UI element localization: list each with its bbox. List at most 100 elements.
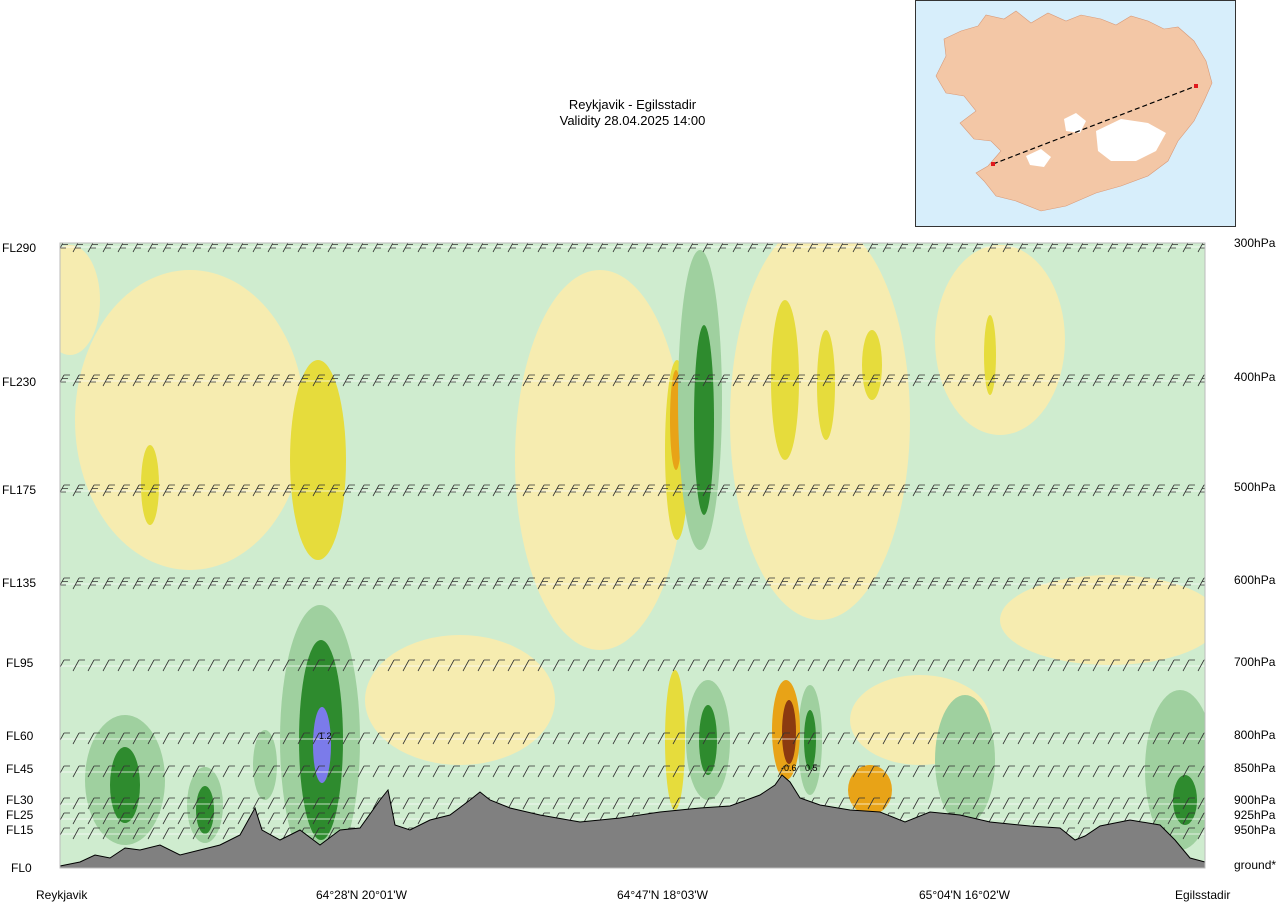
wind-barb	[522, 659, 535, 672]
fl-label: FL290	[2, 241, 36, 255]
wind-barb	[717, 577, 730, 590]
wind-barb	[567, 374, 580, 387]
wind-barb	[1107, 243, 1118, 253]
wind-barb	[237, 732, 250, 745]
wind-barb	[102, 827, 115, 840]
wind-barb	[837, 797, 850, 810]
wind-barb	[1017, 484, 1030, 497]
wind-barb	[582, 659, 595, 672]
wind-barb	[1092, 732, 1105, 745]
wind-barb	[432, 243, 443, 253]
wind-barb	[957, 732, 970, 745]
wind-barb	[102, 765, 115, 778]
wind-barb	[417, 732, 430, 745]
wind-barb	[162, 765, 175, 778]
strong-positive-core	[196, 786, 214, 834]
wind-barb	[387, 577, 400, 590]
wind-barb	[252, 659, 265, 672]
wind-barb	[417, 484, 430, 497]
negative-region	[515, 270, 685, 650]
wind-barb	[1197, 732, 1205, 745]
wind-barb	[492, 484, 505, 497]
wind-barb	[957, 659, 970, 672]
positive-region	[935, 695, 995, 825]
wind-barb	[177, 732, 190, 745]
wind-barb	[972, 765, 985, 778]
wind-barb	[207, 374, 220, 387]
wind-barb	[612, 484, 625, 497]
fl-label: FL15	[6, 823, 34, 837]
wind-barb	[462, 243, 473, 253]
wind-barb	[1197, 484, 1205, 497]
pressure-label: ground*	[1234, 858, 1276, 872]
strong-positive-core	[694, 325, 714, 515]
wind-barb	[207, 797, 220, 810]
wind-barb	[477, 659, 490, 672]
wind-barb	[882, 797, 895, 810]
peak-core	[313, 707, 331, 783]
wind-barb	[147, 732, 160, 745]
wind-barb	[1107, 374, 1120, 387]
wind-barb	[1152, 374, 1165, 387]
wind-barb	[177, 827, 190, 840]
wind-barb	[852, 484, 865, 497]
wind-barb	[372, 732, 385, 745]
pressure-label: 925hPa	[1234, 808, 1276, 822]
wind-barb	[432, 374, 445, 387]
wind-barb	[522, 243, 533, 253]
wind-barb	[552, 732, 565, 745]
wind-barb	[72, 374, 85, 387]
wind-barb	[432, 765, 445, 778]
wind-barb	[237, 243, 248, 253]
wind-barb	[582, 765, 595, 778]
negative-region	[935, 245, 1065, 435]
wind-barb	[267, 659, 280, 672]
wind-barb	[267, 243, 278, 253]
wind-barb	[192, 732, 205, 745]
wind-barb	[342, 812, 355, 825]
wind-barb	[1077, 243, 1088, 253]
wind-barb	[357, 659, 370, 672]
wind-barb	[732, 243, 743, 253]
wind-barb	[807, 243, 818, 253]
wind-barb	[762, 577, 775, 590]
wind-barb	[1062, 243, 1073, 253]
wind-barb	[627, 374, 640, 387]
wind-barb	[462, 484, 475, 497]
wind-barb	[462, 732, 475, 745]
wind-barb	[702, 243, 713, 253]
wind-barb	[612, 732, 625, 745]
wind-barb	[432, 484, 445, 497]
wind-barb	[1107, 732, 1120, 745]
pressure-label: 900hPa	[1234, 793, 1276, 807]
wind-barb	[1197, 659, 1205, 672]
wind-barb	[867, 659, 880, 672]
wind-barb	[207, 659, 220, 672]
wind-barb	[642, 732, 655, 745]
wind-barb	[1137, 243, 1148, 253]
wind-barb	[372, 765, 385, 778]
wind-barb	[1092, 243, 1103, 253]
wind-barb	[297, 765, 310, 778]
wind-barb	[762, 243, 773, 253]
wind-barb	[117, 797, 130, 810]
wind-barb	[72, 659, 85, 672]
wind-barb	[702, 765, 715, 778]
wind-barb	[207, 827, 220, 840]
wind-barb	[402, 243, 413, 253]
wind-barb	[867, 797, 880, 810]
annotation-label: 0.5	[805, 763, 818, 773]
wind-barb	[1152, 765, 1165, 778]
wind-barb	[537, 797, 550, 810]
wind-barb	[1062, 797, 1075, 810]
wind-barb	[402, 659, 415, 672]
wind-barb	[672, 659, 685, 672]
wind-barb	[87, 374, 100, 387]
wind-barb	[432, 659, 445, 672]
wind-barb	[387, 732, 400, 745]
wind-barb	[447, 797, 460, 810]
wind-barb	[237, 374, 250, 387]
wind-barb	[132, 732, 145, 745]
wind-barb	[747, 765, 760, 778]
wind-barb	[192, 765, 205, 778]
